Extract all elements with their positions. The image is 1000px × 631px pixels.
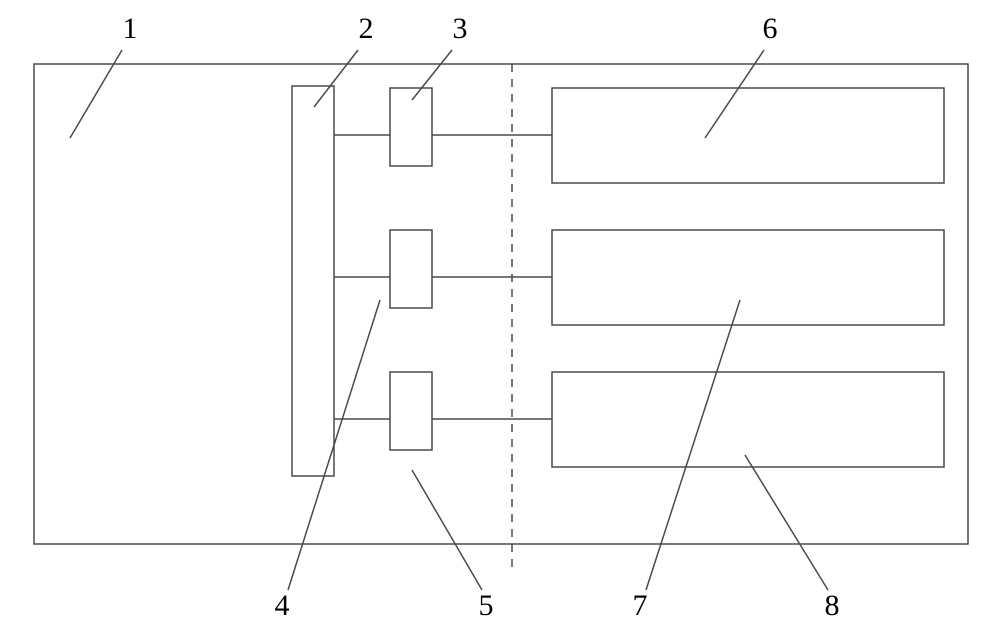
label-8: 8 xyxy=(825,589,840,622)
small-box-1 xyxy=(390,88,432,166)
leader-line-2 xyxy=(314,50,358,107)
label-1: 1 xyxy=(123,12,138,45)
big-box-1 xyxy=(552,88,944,183)
leader-line-7 xyxy=(646,300,740,590)
big-box-2 xyxy=(552,230,944,325)
label-2: 2 xyxy=(359,12,374,45)
small-box-2 xyxy=(390,230,432,308)
outer-rect xyxy=(34,64,968,544)
label-7: 7 xyxy=(633,589,648,622)
leader-line-8 xyxy=(745,455,828,590)
big-box-3 xyxy=(552,372,944,467)
leader-line-5 xyxy=(412,470,482,590)
small-box-3 xyxy=(390,372,432,450)
leader-line-6 xyxy=(705,50,764,138)
diagram-canvas: 1 2 3 6 4 5 7 8 xyxy=(0,0,1000,631)
vertical-bar xyxy=(292,86,334,476)
leader-line-1 xyxy=(70,50,122,138)
label-6: 6 xyxy=(763,12,778,45)
label-3: 3 xyxy=(453,12,468,45)
label-5: 5 xyxy=(479,589,494,622)
label-4: 4 xyxy=(275,589,290,622)
